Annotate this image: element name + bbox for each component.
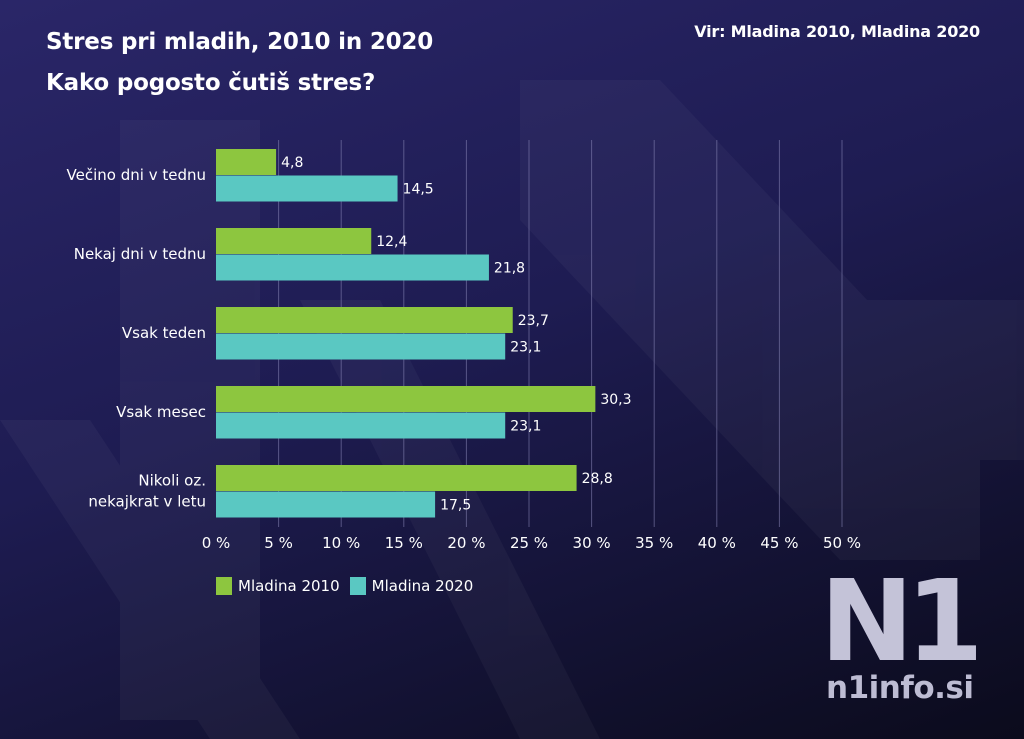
category-label: Večino dni v tednu xyxy=(67,166,206,184)
chart-title: Stres pri mladih, 2010 in 2020 xyxy=(46,29,434,55)
x-tick-label: 15 % xyxy=(385,534,423,552)
data-label: 17,5 xyxy=(440,498,471,514)
bar-2010-1 xyxy=(216,228,372,254)
x-tick-label: 10 % xyxy=(322,534,360,552)
x-tick-label: 30 % xyxy=(573,534,611,552)
data-label: 4,8 xyxy=(281,155,303,171)
bar-2020-0 xyxy=(216,175,398,202)
source-note: Vir: Mladina 2010, Mladina 2020 xyxy=(694,22,980,41)
data-label: 23,7 xyxy=(518,313,549,329)
x-tick-label: 0 % xyxy=(202,534,231,552)
bar-2010-4 xyxy=(216,465,577,491)
chart-subtitle: Kako pogosto čutiš stres? xyxy=(46,70,376,96)
bar-2020-2 xyxy=(216,333,506,360)
bar-2020-4 xyxy=(216,491,436,518)
category-label: Vsak mesec xyxy=(116,403,206,421)
legend-swatch-2020 xyxy=(349,577,366,595)
legend: Mladina 2010 Mladina 2020 xyxy=(216,577,483,595)
data-label: 12,4 xyxy=(376,234,407,250)
legend-item-2020: Mladina 2020 xyxy=(349,577,474,595)
bar-2020-3 xyxy=(216,412,506,439)
site-name: n1info.si xyxy=(826,670,974,706)
legend-label-2010: Mladina 2010 xyxy=(238,577,340,595)
category-label: Vsak teden xyxy=(122,324,206,342)
legend-label-2020: Mladina 2020 xyxy=(371,577,474,595)
category-label: Nikoli oz. nekajkrat v letu xyxy=(88,472,206,511)
legend-swatch-2010 xyxy=(216,577,232,595)
bar-2010-3 xyxy=(216,386,596,412)
x-tick-label: 25 % xyxy=(510,534,548,552)
data-label: 30,3 xyxy=(600,392,631,408)
bar-2020-1 xyxy=(216,254,489,281)
n1-logo: N1 xyxy=(820,560,985,687)
category-label: Nekaj dni v tednu xyxy=(74,245,206,263)
x-tick-label: 35 % xyxy=(635,534,673,552)
x-tick-label: 45 % xyxy=(760,534,798,552)
bar-2010-2 xyxy=(216,307,513,333)
n1-logo-mark: N1 xyxy=(820,560,977,687)
x-tick-label: 5 % xyxy=(264,534,293,552)
data-label: 21,8 xyxy=(494,261,525,277)
data-label: 23,1 xyxy=(510,419,541,435)
data-label: 14,5 xyxy=(403,182,434,198)
bar-2010-0 xyxy=(216,149,277,175)
x-tick-label: 40 % xyxy=(698,534,736,552)
x-tick-label: 20 % xyxy=(447,534,485,552)
data-label: 23,1 xyxy=(510,340,541,356)
legend-item-2010: Mladina 2010 xyxy=(216,577,340,595)
x-tick-label: 50 % xyxy=(823,534,861,552)
data-label: 28,8 xyxy=(582,471,613,487)
